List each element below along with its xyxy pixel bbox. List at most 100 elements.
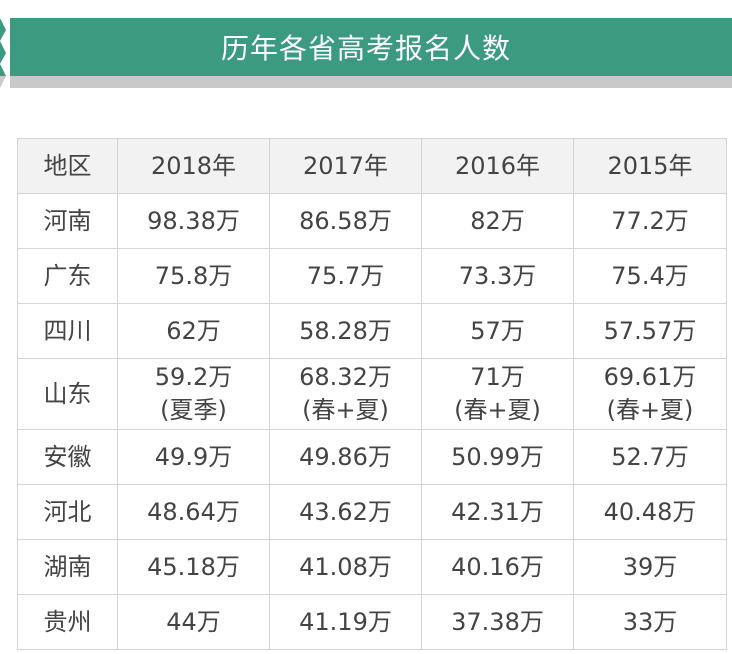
table-row: 山东 59.2万 (夏季) 68.32万 (春+夏) 71万 (春+夏) 69.61万 (春+夏… — [17, 358, 727, 430]
value-lines: 82万 — [470, 205, 525, 238]
header-year: 2016年 — [421, 138, 574, 194]
value-note: (春+夏) — [454, 396, 541, 424]
value-cell: 37.38万 — [421, 594, 574, 650]
value-text: 44万 — [166, 607, 221, 636]
value-text: 59.2万 — [154, 363, 233, 391]
table-row: 河南 98.38万 86.58万 82万 77.2万 — [17, 193, 727, 249]
value-cell: 98.38万 — [117, 193, 270, 249]
value-text: 69.61万 — [603, 363, 697, 391]
value-cell: 43.62万 — [269, 484, 422, 540]
value-lines: 33万 — [623, 606, 678, 639]
enrollment-table: 地区 2018年 2017年 2016年 2015年 河南 98.38万 86.58万 82万… — [17, 138, 727, 650]
value-cell: 40.48万 — [573, 484, 727, 540]
value-text: 50.99万 — [451, 442, 544, 471]
value-lines: 77.2万 — [611, 205, 688, 238]
value-cell: 73.3万 — [421, 248, 574, 304]
value-text: 41.08万 — [299, 552, 392, 581]
value-cell: 49.9万 — [117, 429, 270, 485]
value-text: 68.32万 — [299, 363, 392, 391]
value-lines: 98.38万 — [147, 205, 240, 238]
value-text: 45.18万 — [147, 552, 240, 581]
region-cell: 山东 — [17, 358, 118, 430]
region-cell: 四川 — [17, 303, 118, 359]
zigzag-edge-icon — [0, 18, 10, 88]
value-lines: 49.86万 — [299, 441, 392, 474]
value-cell: 62万 — [117, 303, 270, 359]
value-text: 49.9万 — [154, 442, 233, 471]
value-cell: 39万 — [573, 539, 727, 595]
header-row: 地区 2018年 2017年 2016年 2015年 — [17, 138, 727, 194]
value-text: 33万 — [622, 607, 678, 636]
value-text: 39万 — [622, 552, 678, 581]
value-cell: 48.64万 — [117, 484, 270, 540]
value-cell: 40.16万 — [421, 539, 574, 595]
value-lines: 43.62万 — [299, 496, 392, 529]
value-text: 42.31万 — [451, 497, 544, 526]
header-year: 2018年 — [117, 138, 270, 194]
value-text: 52.7万 — [611, 442, 689, 471]
value-lines: 45.18万 — [147, 551, 240, 584]
value-lines: 39万 — [623, 551, 678, 584]
table-row: 广东 75.8万 75.7万 73.3万 75.4万 — [17, 248, 727, 304]
value-text: 57.57万 — [603, 316, 697, 345]
value-text: 37.38万 — [451, 607, 544, 636]
value-cell: 75.4万 — [573, 248, 727, 304]
value-cell: 41.19万 — [269, 594, 422, 650]
value-cell: 52.7万 — [573, 429, 727, 485]
value-text: 75.4万 — [611, 261, 689, 290]
value-cell: 77.2万 — [573, 193, 727, 249]
value-lines: 71万 (春+夏) — [454, 361, 541, 427]
value-lines: 41.08万 — [299, 551, 392, 584]
value-lines: 40.16万 — [451, 551, 544, 584]
value-cell: 49.86万 — [269, 429, 422, 485]
value-text: 57万 — [470, 316, 525, 345]
value-text: 40.48万 — [603, 497, 697, 526]
value-cell: 50.99万 — [421, 429, 574, 485]
table-row: 河北 48.64万 43.62万 42.31万 40.48万 — [17, 484, 727, 540]
value-text: 48.64万 — [147, 497, 240, 526]
value-lines: 58.28万 — [299, 315, 392, 348]
value-text: 41.19万 — [299, 607, 392, 636]
value-note: (春+夏) — [302, 396, 389, 424]
value-note: (春+夏) — [606, 396, 694, 424]
value-lines: 75.4万 — [611, 260, 688, 293]
value-text: 58.28万 — [299, 316, 392, 345]
value-text: 75.8万 — [154, 261, 233, 290]
region-cell: 贵州 — [17, 594, 118, 650]
region-cell: 广东 — [17, 248, 118, 304]
region-cell: 河南 — [17, 193, 118, 249]
value-text: 77.2万 — [611, 206, 689, 235]
value-cell: 45.18万 — [117, 539, 270, 595]
value-cell: 71万 (春+夏) — [421, 358, 574, 430]
value-cell: 33万 — [573, 594, 727, 650]
value-text: 75.7万 — [306, 261, 385, 290]
banner-shadow — [0, 76, 732, 88]
region-cell: 河北 — [17, 484, 118, 540]
value-lines: 49.9万 — [155, 441, 232, 474]
value-lines: 37.38万 — [451, 606, 544, 639]
value-cell: 69.61万 (春+夏) — [573, 358, 727, 430]
value-lines: 69.61万 (春+夏) — [604, 361, 697, 427]
table-row: 贵州 44万 41.19万 37.38万 33万 — [17, 594, 727, 650]
value-cell: 82万 — [421, 193, 574, 249]
value-lines: 40.48万 — [604, 496, 697, 529]
value-cell: 44万 — [117, 594, 270, 650]
value-lines: 42.31万 — [451, 496, 544, 529]
title-banner: 历年各省高考报名人数 — [0, 18, 732, 76]
value-lines: 50.99万 — [451, 441, 544, 474]
value-lines: 73.3万 — [459, 260, 536, 293]
value-cell: 68.32万 (春+夏) — [269, 358, 422, 430]
value-text: 73.3万 — [458, 261, 537, 290]
value-lines: 59.2万 (夏季) — [155, 361, 232, 427]
value-cell: 59.2万 (夏季) — [117, 358, 270, 430]
value-cell: 75.7万 — [269, 248, 422, 304]
value-text: 82万 — [470, 206, 525, 235]
table-row: 安徽 49.9万 49.86万 50.99万 52.7万 — [17, 429, 727, 485]
region-cell: 湖南 — [17, 539, 118, 595]
value-lines: 57.57万 — [604, 315, 697, 348]
value-text: 40.16万 — [451, 552, 544, 581]
value-cell: 42.31万 — [421, 484, 574, 540]
value-lines: 75.8万 — [155, 260, 232, 293]
value-text: 43.62万 — [299, 497, 392, 526]
value-text: 98.38万 — [147, 206, 240, 235]
